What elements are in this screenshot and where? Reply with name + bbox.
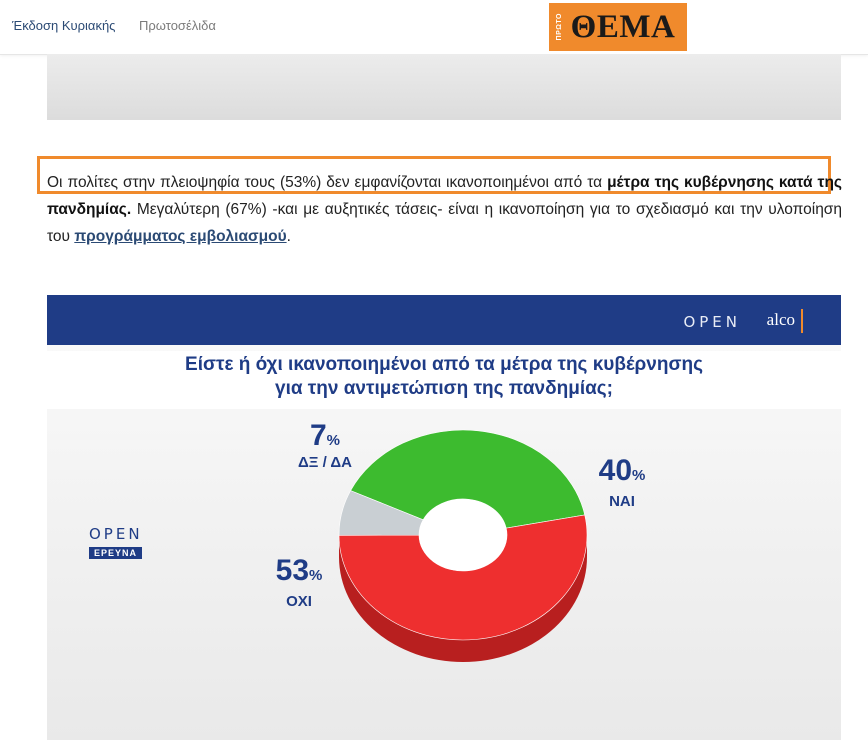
alco-brand-text: alco <box>766 310 795 329</box>
donut-hole <box>419 499 507 571</box>
nav-sunday-edition-link[interactable]: Έκδοση Κυριακής <box>12 18 116 33</box>
paragraph-text-1: Οι πολίτες στην πλειοψηφία τους (53%) δε… <box>47 174 608 191</box>
logo-small-text: ΠΡΩΤΟ <box>556 13 563 41</box>
top-navigation: Έκδοση Κυριακής Πρωτοσέλιδα ΠΡΩΤΟ ΘΕΜΑ <box>0 0 868 55</box>
site-logo[interactable]: ΠΡΩΤΟ ΘΕΜΑ <box>549 3 687 51</box>
chart-title-line-2: για την αντιμετώπιση της πανδημίας; <box>275 378 613 399</box>
nav-front-pages-link[interactable]: Πρωτοσέλιδα <box>139 18 216 33</box>
paragraph-text-end: . <box>286 228 291 245</box>
brand-divider <box>801 309 803 333</box>
paragraph-bold-text: μέτρα της κυβέρνησης κατά της πανδημίας. <box>47 174 842 218</box>
slice-value-label-1: 53% <box>276 554 323 587</box>
open-brand-text: OPEN <box>683 313 741 331</box>
vaccination-program-link[interactable]: προγράμματος εμβολιασμού <box>74 228 287 245</box>
poll-chart-image: OPEN alco Είστε ή όχι ικανοποιημένοι από… <box>47 295 841 740</box>
chart-title: Είστε ή όχι ικανοποιημένοι από τα μέτρα … <box>47 351 841 409</box>
chart-header-band: OPEN alco <box>47 295 841 345</box>
paragraph-text-2: Μεγαλύτερη (67%) -και με αυξητικές τάσει… <box>47 201 842 245</box>
slice-category-label-0: ΝΑΙ <box>609 493 635 510</box>
article-paragraph: Οι πολίτες στην πλειοψηφία τους (53%) δε… <box>47 169 842 250</box>
slice-value-label-2: 7% <box>310 419 340 452</box>
slice-category-label-2: ΔΞ / ΔΑ <box>298 454 352 471</box>
donut-chart: 40% ΝΑΙ 53% ΟΧΙ 7% ΔΞ / ΔΑ <box>276 419 646 662</box>
chart-title-line-1: Είστε ή όχι ικανοποιημένοι από τα μέτρα … <box>185 354 703 375</box>
slice-category-label-1: ΟΧΙ <box>286 593 312 610</box>
open-research-logo: OPEN ΕΡΕΥΝΑ <box>89 525 159 561</box>
open-research-logo-label: ΕΡΕΥΝΑ <box>89 547 143 559</box>
open-research-logo-open: OPEN <box>89 525 143 543</box>
slice-value-label-0: 40% <box>599 454 646 487</box>
logo-main-text: ΘΕΜΑ <box>570 8 676 45</box>
previous-article-image <box>47 54 841 120</box>
slice-side-1 <box>339 535 587 662</box>
